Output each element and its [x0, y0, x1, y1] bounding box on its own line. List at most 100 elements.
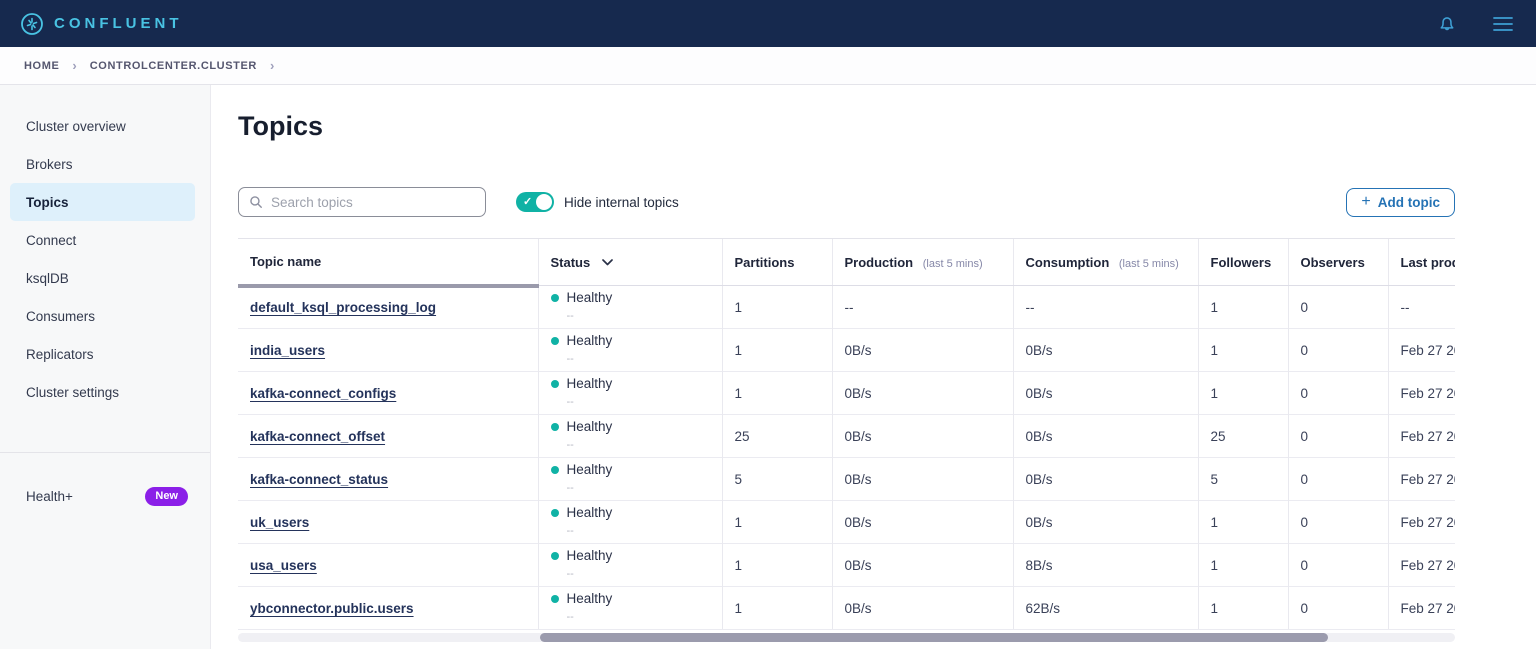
consumption-cell: 0B/s: [1012, 500, 1198, 544]
topic-name-link[interactable]: kafka-connect_configs: [250, 385, 397, 401]
column-header-last-produced[interactable]: Last prod: [1387, 238, 1455, 286]
sidebar-item-consumers[interactable]: Consumers: [26, 308, 96, 324]
healthy-status-dot-icon: [550, 294, 559, 302]
topic-name-link[interactable]: usa_users: [250, 557, 317, 573]
last-produced-cell: Feb 27 20: [1387, 586, 1455, 630]
table-row: kafka-connect_offset Healthy -- 25 0B/s …: [238, 414, 1455, 458]
sidebar-item-ksqldb[interactable]: ksqlDB: [26, 270, 69, 286]
healthy-status-dot-icon: [550, 423, 559, 431]
table-row: kafka-connect_status Healthy -- 5 0B/s 0…: [238, 457, 1455, 501]
status-text: Healthy: [566, 462, 613, 477]
bell-icon: [1436, 13, 1458, 35]
partitions-cell: 1: [721, 371, 832, 415]
toggle-knob: [536, 194, 552, 210]
horizontal-scrollbar[interactable]: [238, 633, 1455, 642]
production-cell: --: [831, 285, 1013, 329]
table-row: ybconnector.public.users Healthy -- 1 0B…: [238, 586, 1455, 630]
column-header-status[interactable]: Status: [537, 238, 722, 286]
consumption-cell: --: [1012, 285, 1198, 329]
hide-internal-topics-toggle[interactable]: ✓: [516, 192, 554, 212]
status-note: --: [566, 396, 574, 408]
followers-cell: 1: [1197, 285, 1288, 329]
topic-name-link[interactable]: ybconnector.public.users: [250, 600, 414, 616]
status-note: --: [566, 568, 574, 580]
last-produced-cell: Feb 27 20: [1387, 543, 1455, 587]
consumption-cell: 0B/s: [1012, 328, 1198, 372]
hamburger-icon: [1492, 14, 1514, 34]
production-cell: 0B/s: [831, 543, 1013, 587]
column-header-observers[interactable]: Observers: [1287, 238, 1388, 286]
last-produced-cell: Feb 27 20: [1387, 414, 1455, 458]
column-header-topic-name[interactable]: Topic name: [238, 238, 538, 288]
breadcrumb: HOME › CONTROLCENTER.CLUSTER ›: [0, 47, 1536, 85]
consumption-cell: 0B/s: [1012, 457, 1198, 501]
topic-name-link[interactable]: kafka-connect_offset: [250, 428, 386, 444]
new-badge: New: [145, 487, 188, 506]
sidebar-item-health-plus[interactable]: Health+ New: [0, 487, 210, 506]
status-note: --: [566, 525, 574, 537]
confluent-brand[interactable]: CONFLUENT: [20, 12, 183, 36]
main-content: Topics ✓ Hide internal topics +: [211, 85, 1536, 649]
observers-cell: 0: [1287, 543, 1388, 587]
partitions-cell: 1: [721, 328, 832, 372]
health-plus-label: Health+: [26, 489, 73, 504]
status-text: Healthy: [566, 290, 613, 305]
column-header-production[interactable]: Production (last 5 mins): [831, 238, 1013, 286]
sidebar-item-connect[interactable]: Connect: [26, 232, 77, 248]
sidebar-item-replicators[interactable]: Replicators: [26, 346, 94, 362]
status-note: --: [566, 310, 574, 322]
brand-name: CONFLUENT: [54, 15, 183, 32]
search-icon: [249, 195, 263, 209]
observers-cell: 0: [1287, 371, 1388, 415]
followers-cell: 1: [1197, 586, 1288, 630]
topic-name-link[interactable]: default_ksql_processing_log: [250, 300, 437, 316]
partitions-cell: 1: [721, 543, 832, 587]
topics-table-container: Topic name Status Partitions: [238, 238, 1455, 630]
last-produced-cell: --: [1387, 285, 1455, 329]
observers-cell: 0: [1287, 285, 1388, 329]
healthy-status-dot-icon: [550, 552, 559, 560]
sidebar-item-cluster-settings[interactable]: Cluster settings: [26, 384, 120, 400]
followers-cell: 5: [1197, 457, 1288, 501]
status-cell: Healthy --: [537, 457, 722, 501]
search-box[interactable]: [238, 187, 486, 217]
status-cell: Healthy --: [537, 371, 722, 415]
status-cell: Healthy --: [537, 328, 722, 372]
add-topic-label: Add topic: [1377, 194, 1440, 210]
observers-cell: 0: [1287, 457, 1388, 501]
table-header-row: Topic name Status Partitions: [238, 238, 1455, 288]
production-cell: 0B/s: [831, 457, 1013, 501]
controls-row: ✓ Hide internal topics + Add topic: [238, 187, 1455, 217]
breadcrumb-home[interactable]: HOME: [24, 59, 60, 72]
column-header-partitions[interactable]: Partitions: [721, 238, 832, 286]
status-cell: Healthy --: [537, 285, 722, 329]
observers-cell: 0: [1287, 414, 1388, 458]
observers-cell: 0: [1287, 586, 1388, 630]
topic-name-link[interactable]: kafka-connect_status: [250, 471, 389, 487]
menu-button[interactable]: [1490, 12, 1516, 36]
status-note: --: [566, 353, 574, 365]
followers-cell: 1: [1197, 543, 1288, 587]
topic-name-link[interactable]: india_users: [250, 342, 326, 358]
status-cell: Healthy --: [537, 543, 722, 587]
column-header-consumption[interactable]: Consumption (last 5 mins): [1012, 238, 1198, 286]
status-text: Healthy: [566, 333, 613, 348]
consumption-cell: 62B/s: [1012, 586, 1198, 630]
status-text: Healthy: [566, 548, 613, 563]
table-row: india_users Healthy -- 1 0B/s 0B/s 1 0 F…: [238, 328, 1455, 372]
plus-icon: +: [1361, 193, 1371, 210]
chevron-right-icon: ›: [269, 58, 275, 73]
followers-cell: 25: [1197, 414, 1288, 458]
scrollbar-thumb[interactable]: [540, 633, 1328, 642]
sidebar-item-cluster-overview[interactable]: Cluster overview: [26, 118, 126, 134]
topic-name-link[interactable]: uk_users: [250, 514, 310, 530]
notifications-button[interactable]: [1434, 11, 1460, 37]
sidebar-item-brokers[interactable]: Brokers: [26, 156, 73, 172]
add-topic-button[interactable]: + Add topic: [1346, 187, 1455, 217]
last-produced-cell: Feb 27 20: [1387, 457, 1455, 501]
search-input[interactable]: [271, 194, 475, 210]
column-header-followers[interactable]: Followers: [1197, 238, 1288, 286]
sidebar-item-topics[interactable]: Topics: [10, 183, 195, 221]
last-produced-cell: Feb 27 20: [1387, 500, 1455, 544]
breadcrumb-cluster[interactable]: CONTROLCENTER.CLUSTER: [89, 59, 257, 72]
